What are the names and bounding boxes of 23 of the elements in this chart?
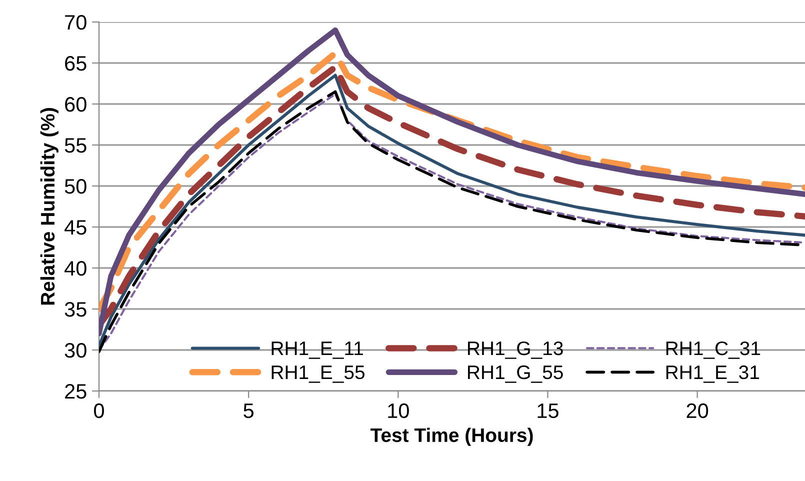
x-tick-label: 15: [538, 404, 558, 418]
y-axis-title: Relative Humidity (%): [40, 108, 58, 305]
y-tick-label: 30: [64, 343, 86, 358]
x-axis-title: Test Time (Hours): [370, 428, 533, 446]
x-tick-label: 0: [94, 403, 104, 418]
x-tick-label: 5: [244, 404, 254, 418]
legend-label: RH1_G_55: [468, 365, 563, 383]
y-tick-label: 55: [64, 138, 86, 153]
y-tick-label: 40: [64, 261, 86, 276]
y-tick-label: 35: [64, 302, 86, 317]
legend-label: RH1_G_13: [468, 341, 563, 359]
legend-label: RH1_E_31: [666, 365, 759, 383]
y-tick-label: 60: [65, 97, 86, 112]
y-tick-label: 45: [64, 220, 86, 235]
y-tick-label: 65: [65, 56, 86, 71]
legend-label: RH1_C_31: [666, 341, 760, 359]
y-tick-label: 25: [65, 384, 86, 399]
legend-label: RH1_E_11: [272, 342, 363, 359]
legend-label: RH1_E_55: [272, 366, 365, 383]
x-tick-label: 20: [686, 403, 708, 418]
y-tick-label: 70: [65, 15, 86, 30]
y-tick-label: 50: [64, 179, 86, 194]
x-tick-label: 10: [388, 403, 409, 418]
